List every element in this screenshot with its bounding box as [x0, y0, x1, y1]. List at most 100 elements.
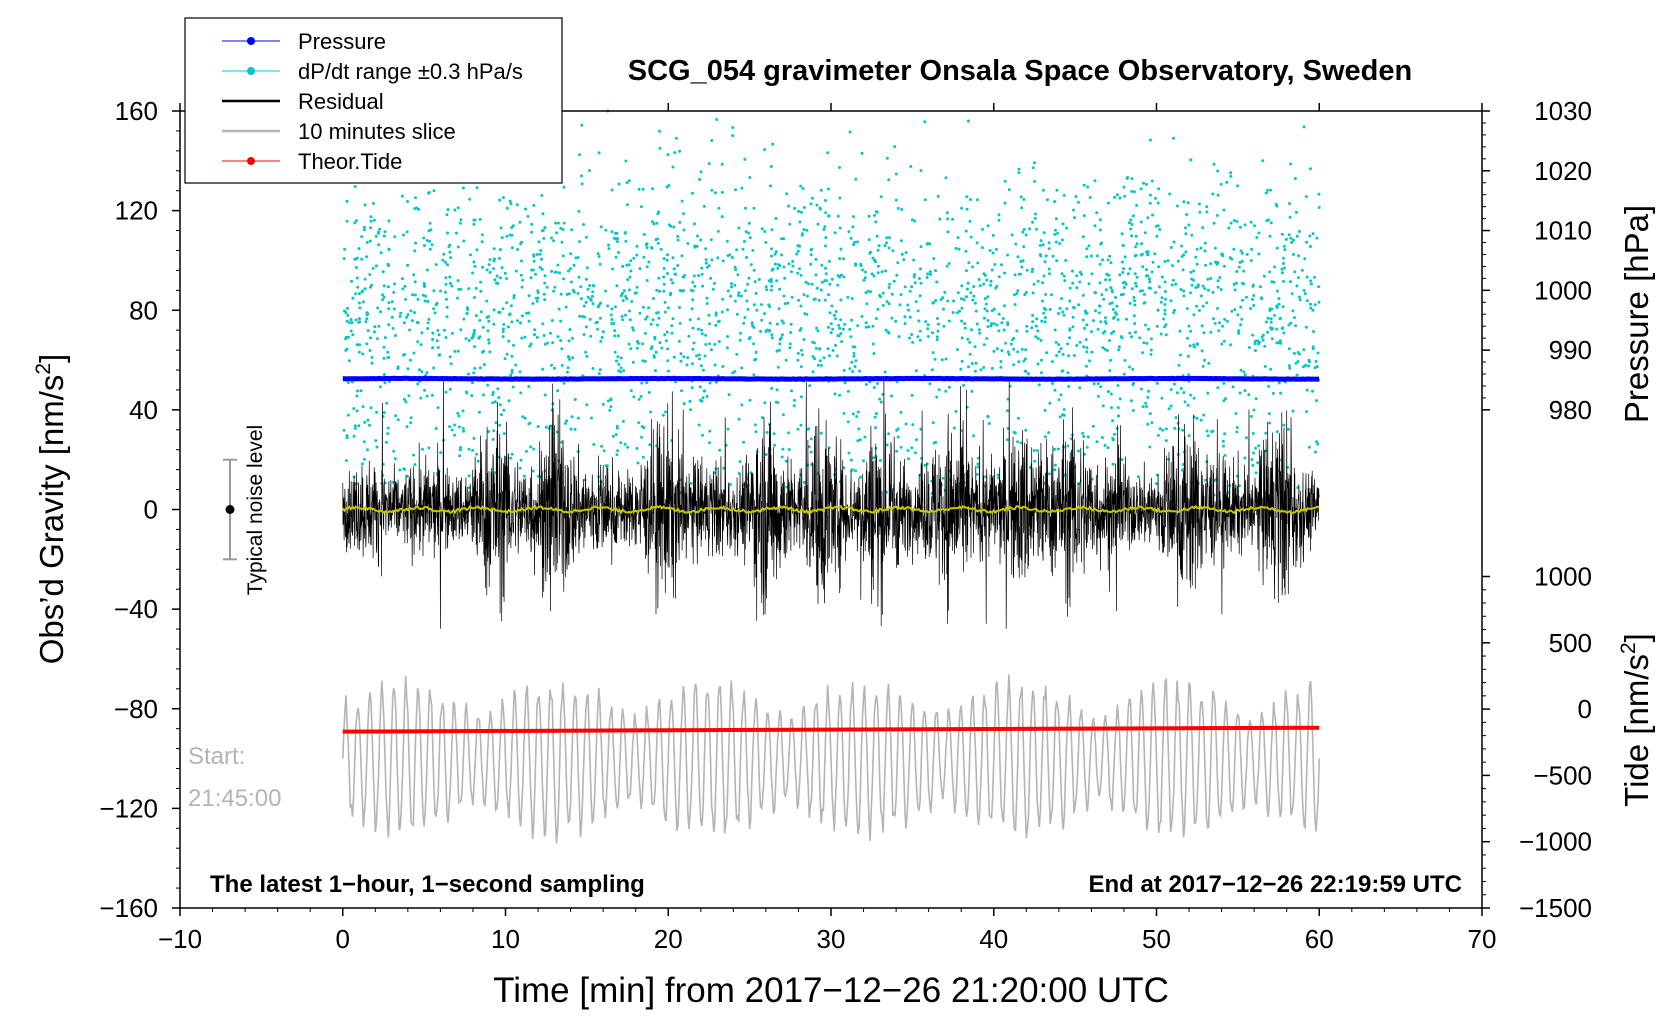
dpdt-point	[1081, 431, 1085, 435]
dpdt-point	[699, 238, 703, 242]
dpdt-point	[1296, 351, 1300, 354]
dpdt-point	[666, 306, 670, 310]
dpdt-point	[936, 194, 940, 198]
dpdt-point	[829, 331, 833, 335]
dpdt-point	[413, 249, 417, 253]
dpdt-point	[599, 301, 602, 305]
dpdt-point	[357, 247, 361, 251]
dpdt-point	[632, 256, 636, 260]
dpdt-point	[725, 346, 729, 350]
dpdt-point	[1244, 295, 1248, 299]
dpdt-point	[774, 400, 778, 404]
dpdt-point	[800, 232, 804, 236]
dpdt-point	[459, 218, 463, 222]
dpdt-point	[689, 481, 693, 485]
dpdt-point	[935, 280, 939, 284]
dpdt-point	[510, 371, 514, 375]
dpdt-point	[1177, 427, 1181, 431]
dpdt-point	[1245, 252, 1249, 256]
dpdt-point	[1033, 459, 1037, 463]
dpdt-point	[405, 315, 409, 319]
dpdt-point	[639, 395, 643, 398]
dpdt-point	[1157, 265, 1161, 269]
dpdt-point	[1093, 291, 1097, 294]
dpdt-point	[975, 322, 979, 326]
dpdt-point	[1012, 363, 1016, 367]
dpdt-point	[1020, 347, 1024, 351]
dpdt-point	[1048, 272, 1051, 276]
dpdt-point	[868, 251, 872, 255]
dpdt-point	[342, 257, 346, 261]
dpdt-point	[1315, 399, 1318, 403]
dpdt-point	[1062, 313, 1066, 317]
dpdt-point	[511, 385, 515, 389]
dpdt-point	[696, 327, 700, 331]
dpdt-point	[481, 325, 485, 329]
dpdt-point	[1316, 442, 1320, 446]
dpdt-point	[488, 258, 492, 262]
dpdt-point	[827, 293, 831, 297]
dpdt-point	[1146, 395, 1150, 399]
dpdt-point	[714, 311, 718, 315]
dpdt-point	[1317, 285, 1321, 289]
dpdt-point	[1090, 272, 1094, 276]
dpdt-point	[847, 230, 851, 234]
dpdt-point	[377, 230, 381, 234]
dpdt-point	[409, 416, 413, 420]
dpdt-point	[1016, 350, 1020, 354]
dpdt-point	[926, 272, 930, 276]
dpdt-point	[1042, 311, 1046, 315]
dpdt-point	[556, 263, 560, 267]
dpdt-point	[799, 423, 803, 427]
dpdt-point	[384, 440, 388, 444]
dpdt-point	[456, 245, 460, 249]
dpdt-point	[499, 226, 503, 230]
dpdt-point	[450, 428, 454, 432]
dpdt-point	[1148, 280, 1152, 284]
pressure-line	[342, 375, 1320, 382]
dpdt-point	[1045, 351, 1049, 355]
dpdt-point	[670, 324, 674, 328]
dpdt-point	[805, 312, 809, 316]
dpdt-point	[1215, 213, 1219, 217]
dpdt-point	[1031, 291, 1035, 295]
dpdt-point	[355, 276, 359, 280]
dpdt-point	[1313, 303, 1317, 307]
dpdt-point	[752, 325, 756, 329]
dpdt-point	[769, 288, 773, 292]
dpdt-point	[386, 432, 390, 436]
dpdt-point	[383, 381, 387, 385]
dpdt-point	[562, 185, 566, 189]
dpdt-point	[919, 267, 922, 271]
dpdt-point	[1296, 276, 1300, 280]
dpdt-point	[721, 259, 725, 263]
dpdt-point	[946, 299, 950, 303]
dpdt-point	[543, 342, 547, 346]
dpdt-point	[458, 448, 462, 452]
dpdt-point	[505, 234, 509, 238]
dpdt-point	[1309, 167, 1312, 171]
dpdt-point	[751, 248, 755, 252]
dpdt-point	[708, 342, 712, 346]
dpdt-point	[672, 355, 676, 359]
dpdt-point	[1145, 405, 1148, 408]
dpdt-point	[815, 326, 819, 330]
dpdt-point	[995, 347, 999, 351]
dpdt-point	[1103, 347, 1107, 351]
dpdt-point	[713, 363, 717, 367]
dpdt-point	[1232, 219, 1236, 222]
dpdt-point	[1122, 267, 1126, 271]
y-axis-left-label-close: ]	[33, 354, 70, 363]
dpdt-point	[822, 228, 826, 231]
dpdt-point	[1223, 432, 1227, 436]
dpdt-point	[1284, 237, 1288, 241]
dpdt-point	[630, 300, 634, 303]
dpdt-point	[461, 409, 465, 413]
dpdt-point	[409, 309, 413, 313]
dpdt-point	[381, 270, 385, 274]
dpdt-point	[746, 282, 750, 286]
dpdt-point	[819, 364, 823, 367]
dpdt-point	[1099, 320, 1103, 324]
dpdt-point	[453, 423, 457, 427]
